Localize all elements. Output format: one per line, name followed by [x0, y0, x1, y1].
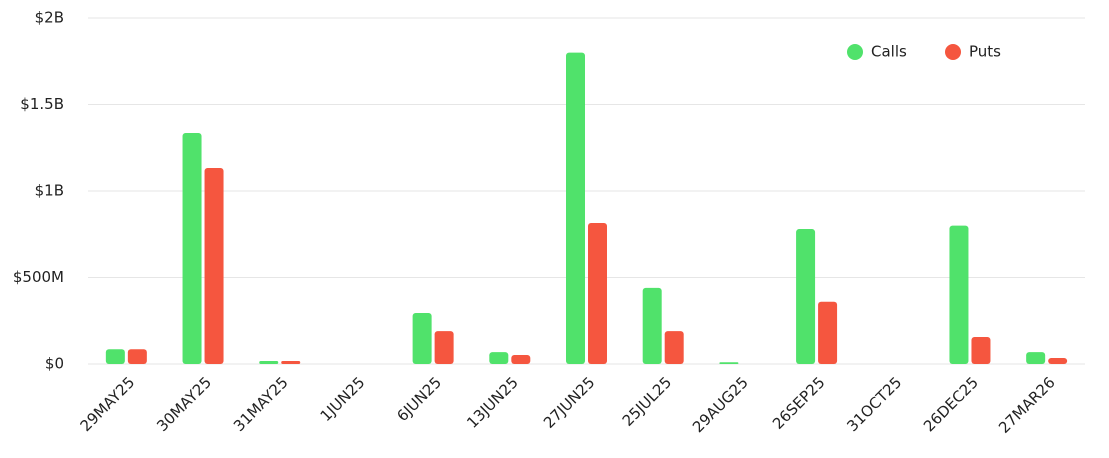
y-tick-label: $2B — [35, 9, 64, 27]
bar — [664, 331, 684, 364]
x-tick-label: 27MAR26 — [995, 373, 1059, 437]
x-tick-label: 27JUN25 — [540, 373, 599, 432]
bar — [412, 312, 432, 364]
bar — [642, 287, 662, 364]
x-tick-label: 31OCT25 — [843, 373, 905, 435]
x-tick-label: 26SEP25 — [769, 373, 829, 433]
bar — [259, 361, 279, 364]
x-tick-label: 25JUL25 — [619, 373, 676, 430]
x-tick-label: 6JUN25 — [393, 373, 445, 425]
bar — [949, 225, 969, 364]
bar — [182, 133, 202, 364]
x-tick-label: 29MAY25 — [77, 373, 139, 435]
bar — [281, 361, 301, 364]
bar — [511, 355, 531, 364]
legend-label: Calls — [871, 43, 907, 61]
bar — [105, 349, 125, 364]
bar — [719, 362, 739, 364]
legend-swatch — [847, 44, 863, 60]
bar — [1048, 357, 1068, 364]
x-tick-label: 30MAY25 — [153, 373, 215, 435]
bar — [566, 52, 585, 364]
bar — [1026, 352, 1046, 364]
bar — [127, 349, 147, 364]
legend-swatch — [945, 44, 961, 60]
bar — [434, 331, 454, 364]
x-tick-label: 26DEC25 — [920, 373, 982, 435]
y-tick-label: $1.5B — [20, 95, 64, 113]
bar — [818, 301, 838, 364]
y-tick-label: $0 — [45, 355, 64, 373]
bar — [588, 223, 607, 364]
x-tick-label: 29AUG25 — [689, 373, 752, 436]
x-tick-label: 31MAY25 — [230, 373, 292, 435]
bar — [796, 229, 816, 364]
bar — [489, 352, 509, 364]
y-tick-label: $500M — [13, 268, 64, 286]
bar — [971, 337, 991, 364]
x-tick-label: 13JUN25 — [463, 373, 522, 432]
bar — [204, 167, 224, 364]
legend-label: Puts — [969, 43, 1001, 61]
y-tick-label: $1B — [35, 182, 64, 200]
x-tick-label: 1JUN25 — [317, 373, 369, 425]
